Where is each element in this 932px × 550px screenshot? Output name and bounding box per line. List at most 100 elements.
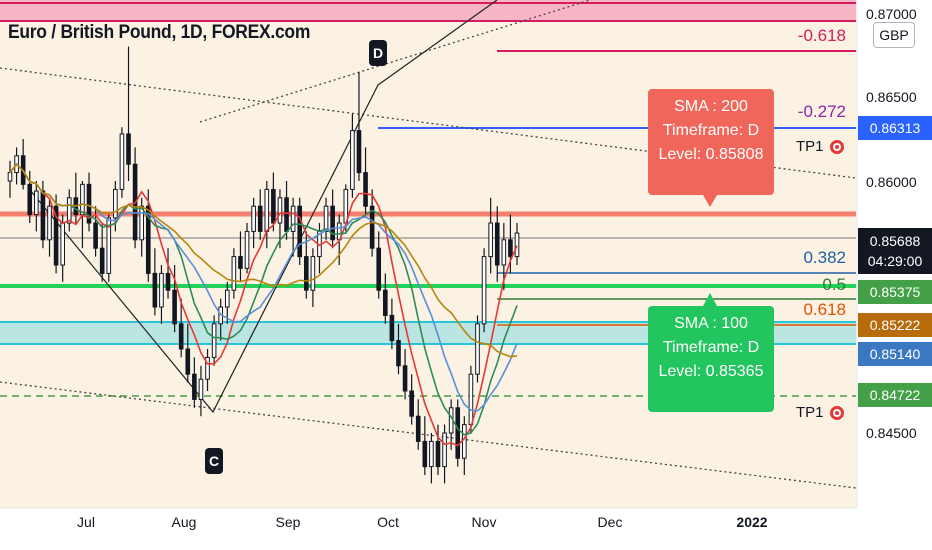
y-tick-label: 0.86000 xyxy=(866,174,917,190)
candle-body xyxy=(66,197,72,224)
ma-long-line xyxy=(9,162,518,358)
price-axis xyxy=(857,0,932,550)
price-tag-tp: 0.86313 xyxy=(858,116,932,140)
y-tick-label: 0.84500 xyxy=(866,425,917,441)
candle-body xyxy=(159,272,164,308)
fib-label-0382: 0.382 xyxy=(803,248,846,267)
candle-body xyxy=(514,232,520,258)
price-tag-value: 0.85140 xyxy=(869,346,921,362)
sma100-callout-pointer xyxy=(703,293,717,306)
fib-label-0618: 0.618 xyxy=(803,300,846,319)
candle-body xyxy=(442,432,447,468)
candle-body xyxy=(211,323,217,358)
candle-body xyxy=(488,222,493,258)
candle-body xyxy=(53,205,59,266)
candle-body xyxy=(139,205,144,241)
candle-body xyxy=(27,183,33,216)
candle-body xyxy=(251,205,256,232)
last-price: 0.85688 xyxy=(869,233,921,249)
candle-body xyxy=(383,289,388,316)
channel-top-line xyxy=(0,67,857,179)
candle-body xyxy=(494,222,500,266)
x-tick-label: Jul xyxy=(77,514,95,530)
candle-body xyxy=(415,415,421,442)
y-tick-label: 0.87000 xyxy=(866,6,917,22)
candle-body xyxy=(271,188,276,224)
candle-body xyxy=(178,323,184,350)
sma200-callout-pointer xyxy=(703,195,717,207)
candle-body xyxy=(323,205,329,232)
candle-body xyxy=(99,247,105,274)
price-tag-tp2: 0.84722 xyxy=(858,383,932,407)
channel-bottom-line xyxy=(0,381,857,489)
callout-line: SMA : 200 xyxy=(674,98,748,115)
candle-body xyxy=(244,230,250,269)
price-tag-value: 0.85375 xyxy=(869,284,921,300)
candle-body xyxy=(257,205,263,232)
candle-body xyxy=(172,289,177,325)
candle-body xyxy=(310,256,316,291)
currency-button[interactable]: GBP xyxy=(873,22,915,48)
wave-label-d: D xyxy=(369,40,387,66)
tp-marker-lower: TP1 xyxy=(796,404,844,421)
fib-zone-background xyxy=(0,0,856,508)
candle-body xyxy=(284,197,289,232)
candle-body xyxy=(165,272,171,291)
candle-body xyxy=(429,440,434,468)
target-icon xyxy=(829,140,844,155)
candle-body xyxy=(475,323,480,375)
candle-body xyxy=(7,172,13,182)
x-tick-label: Nov xyxy=(472,514,497,530)
candle-body xyxy=(290,205,296,232)
candle-body xyxy=(238,256,243,269)
candle-body xyxy=(205,356,210,380)
candle-body xyxy=(389,314,395,342)
candle-body xyxy=(330,205,335,241)
tp-label: TP1 xyxy=(796,404,824,421)
candle-body xyxy=(145,205,151,274)
top-resistance-zone xyxy=(0,0,856,22)
candle-body xyxy=(376,247,382,291)
price-tag-bg xyxy=(858,116,932,140)
candle-body xyxy=(40,190,46,241)
candle-body xyxy=(462,424,467,459)
candle-body xyxy=(350,130,355,190)
candle-body xyxy=(80,183,85,216)
last-price-tag: 0.85688 04:29:00 xyxy=(858,228,932,274)
candle-body xyxy=(119,133,125,190)
candle-body xyxy=(455,407,461,459)
chart-title: Euro / British Pound, 1D, FOREX.com xyxy=(8,22,311,43)
candle-body xyxy=(224,289,230,308)
candle-body xyxy=(303,256,309,291)
x-tick-label: Dec xyxy=(598,514,623,530)
candle-body xyxy=(93,222,98,249)
candle-body xyxy=(356,130,362,174)
x-tick-label: Sep xyxy=(276,514,301,530)
candle-body xyxy=(86,183,92,224)
x-tick-label: Aug xyxy=(172,514,197,530)
candle-body xyxy=(277,197,283,224)
target-icon xyxy=(829,406,844,421)
candle-body xyxy=(435,440,441,468)
x-tick-label: Oct xyxy=(377,514,399,530)
candle-body xyxy=(264,188,270,232)
fib-label-neg0618: -0.618 xyxy=(797,26,846,45)
x-tick-label: 2022 xyxy=(736,514,767,530)
candle-body xyxy=(422,440,428,468)
price-tag-value: 0.84722 xyxy=(869,387,921,403)
candle-body xyxy=(501,239,507,266)
sma200-callout: SMA : 200 Timeframe: D Level: 0.85808 xyxy=(648,89,774,195)
candle-body xyxy=(409,390,414,417)
candle-body xyxy=(369,205,375,249)
candle-body xyxy=(152,272,158,308)
price-tag-bg xyxy=(858,280,932,304)
tp-marker-upper: TP1 xyxy=(796,138,844,155)
price-tag-bg xyxy=(858,342,932,366)
ma-fast-line xyxy=(9,162,518,447)
candle-body xyxy=(185,348,191,375)
price-tag-bg xyxy=(858,383,932,407)
callout-line: SMA : 100 xyxy=(674,315,748,332)
tp-label: TP1 xyxy=(796,138,824,155)
candle-body xyxy=(481,256,487,325)
